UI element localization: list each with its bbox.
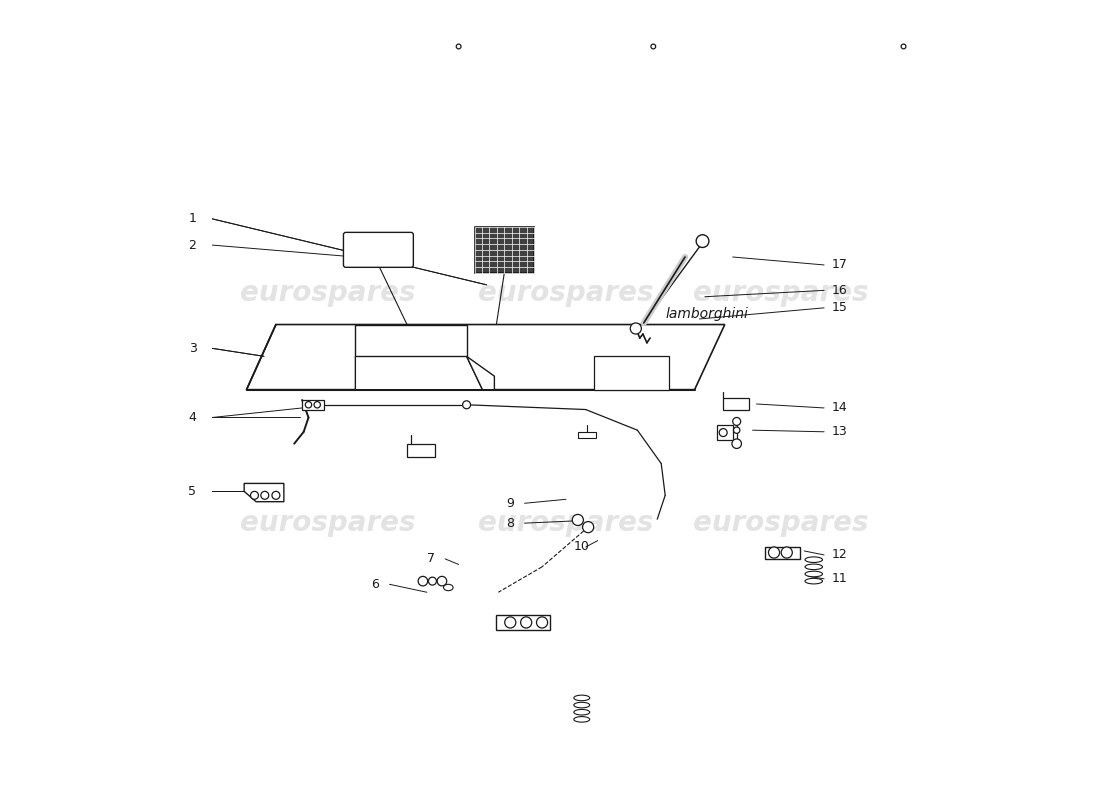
- Text: 17: 17: [832, 258, 848, 271]
- Polygon shape: [244, 483, 284, 502]
- Circle shape: [537, 617, 548, 628]
- Ellipse shape: [805, 571, 823, 577]
- Text: 16: 16: [832, 284, 848, 297]
- Circle shape: [251, 491, 258, 499]
- Circle shape: [463, 401, 471, 409]
- Text: 1: 1: [188, 212, 197, 226]
- Circle shape: [306, 402, 311, 408]
- Text: eurospares: eurospares: [240, 509, 416, 537]
- Polygon shape: [578, 432, 596, 438]
- Circle shape: [630, 323, 641, 334]
- Text: 15: 15: [832, 302, 848, 314]
- Circle shape: [901, 44, 906, 49]
- Polygon shape: [466, 356, 494, 390]
- Text: eurospares: eurospares: [478, 509, 653, 537]
- Text: 14: 14: [832, 402, 848, 414]
- Ellipse shape: [805, 557, 823, 562]
- Text: 4: 4: [188, 411, 197, 424]
- Circle shape: [456, 44, 461, 49]
- Circle shape: [696, 234, 708, 247]
- Circle shape: [261, 491, 268, 499]
- Text: eurospares: eurospares: [478, 278, 653, 306]
- FancyBboxPatch shape: [343, 232, 414, 267]
- Polygon shape: [407, 444, 434, 457]
- Circle shape: [769, 547, 780, 558]
- Circle shape: [272, 491, 279, 499]
- Text: 9: 9: [506, 497, 515, 510]
- Text: 11: 11: [832, 572, 848, 586]
- Ellipse shape: [574, 717, 590, 722]
- Ellipse shape: [443, 584, 453, 590]
- Circle shape: [418, 576, 428, 586]
- Circle shape: [734, 427, 740, 434]
- Text: 3: 3: [188, 342, 197, 355]
- Text: 7: 7: [427, 552, 434, 566]
- Ellipse shape: [574, 710, 590, 715]
- Bar: [474, 227, 535, 273]
- Circle shape: [651, 44, 656, 49]
- Circle shape: [429, 577, 437, 585]
- Polygon shape: [355, 325, 466, 356]
- Polygon shape: [717, 426, 733, 440]
- Text: 6: 6: [372, 578, 379, 591]
- Circle shape: [315, 402, 320, 408]
- Text: 8: 8: [506, 517, 515, 530]
- Text: lamborghini: lamborghini: [666, 307, 748, 321]
- Circle shape: [732, 439, 741, 449]
- Polygon shape: [302, 400, 323, 410]
- Ellipse shape: [574, 702, 590, 708]
- Circle shape: [733, 418, 740, 426]
- Text: eurospares: eurospares: [693, 278, 868, 306]
- Text: 5: 5: [188, 485, 197, 498]
- Polygon shape: [355, 356, 483, 390]
- Text: 10: 10: [574, 541, 590, 554]
- Circle shape: [520, 617, 531, 628]
- Polygon shape: [496, 614, 550, 630]
- Polygon shape: [723, 398, 749, 410]
- Polygon shape: [246, 325, 725, 390]
- Ellipse shape: [805, 578, 823, 584]
- Text: 13: 13: [832, 426, 848, 438]
- Text: 12: 12: [832, 549, 848, 562]
- Circle shape: [505, 617, 516, 628]
- Circle shape: [572, 514, 583, 526]
- Polygon shape: [594, 356, 669, 390]
- Circle shape: [781, 547, 792, 558]
- Circle shape: [437, 576, 447, 586]
- Text: eurospares: eurospares: [240, 278, 416, 306]
- Ellipse shape: [805, 564, 823, 570]
- Polygon shape: [764, 547, 801, 559]
- Text: 2: 2: [188, 238, 197, 251]
- Circle shape: [583, 522, 594, 533]
- Ellipse shape: [574, 695, 590, 701]
- Circle shape: [719, 429, 727, 437]
- Text: eurospares: eurospares: [693, 509, 868, 537]
